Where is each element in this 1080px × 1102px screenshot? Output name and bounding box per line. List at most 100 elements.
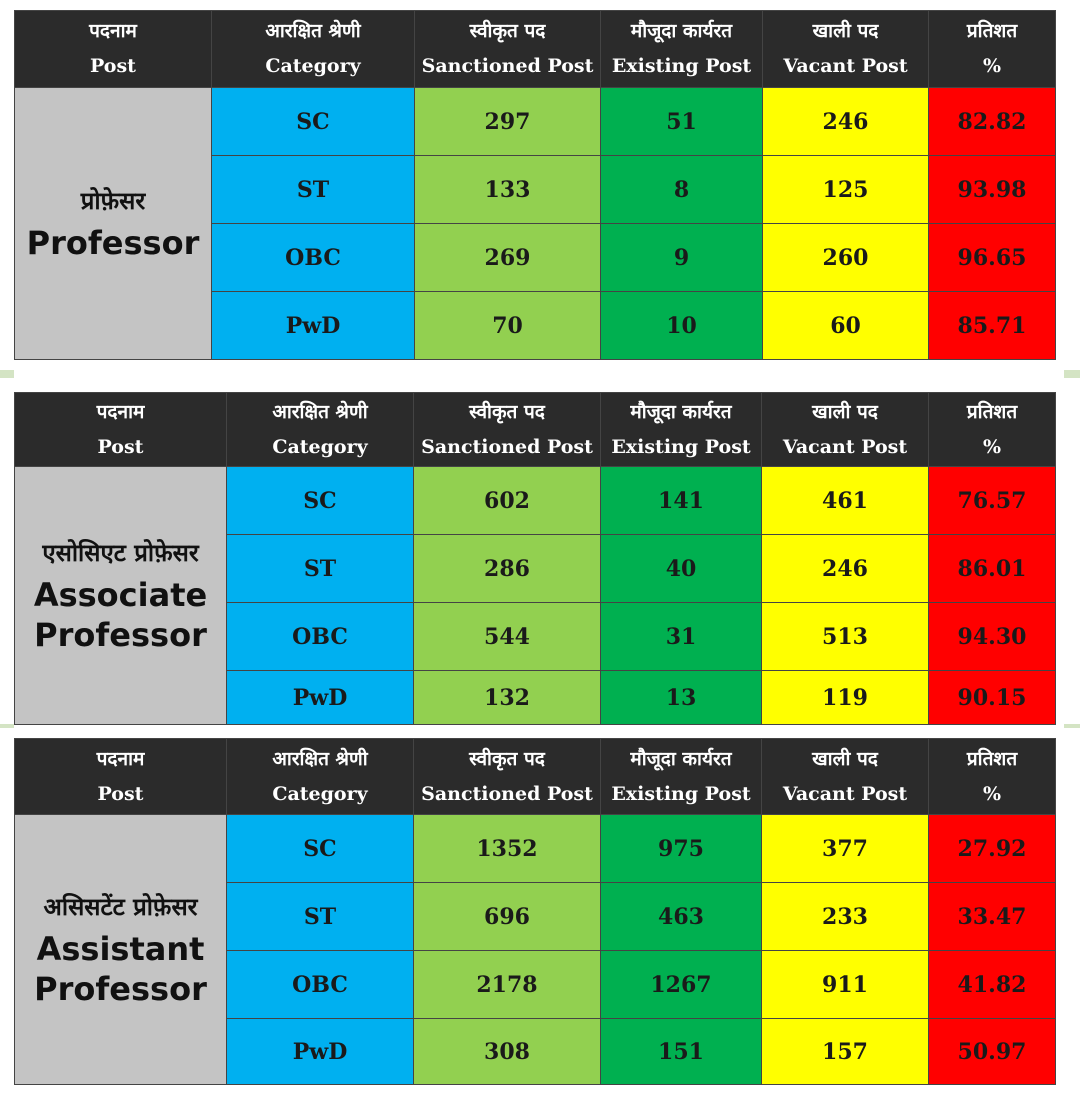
category-cell: OBC [211, 223, 415, 292]
header-percent: प्रतिशत% [928, 738, 1056, 815]
assistant-professor-panel: पदनाम Post आरक्षित श्रेणी Category स्वीकृत… [0, 728, 1080, 1102]
existing-cell: 9 [600, 223, 763, 292]
header-post: पदनाम Post [14, 10, 212, 88]
existing-cell: 141 [600, 466, 762, 535]
existing-cell: 463 [600, 882, 762, 951]
category-cell: PwD [211, 291, 415, 360]
vacant-cell: 911 [761, 950, 929, 1019]
percent-cell: 94.30 [928, 602, 1056, 671]
header-vacant: खाली पद Vacant Post [762, 10, 929, 88]
sanctioned-cell: 2178 [413, 950, 601, 1019]
header-percent: प्रतिशत% [928, 392, 1056, 467]
percent-cell: 50.97 [928, 1018, 1056, 1085]
professor-panel: पदनाम Post आरक्षित श्रेणी Category स्वीकृत… [0, 0, 1080, 360]
sanctioned-cell: 297 [414, 87, 601, 156]
post-name-english: Assistant Professor [34, 930, 207, 1008]
header-vacant: खाली पद Vacant Post [761, 738, 929, 815]
percent-cell: 96.65 [928, 223, 1056, 292]
sanctioned-cell: 132 [413, 670, 601, 725]
table-row: PwD 308 151 157 50.97 [15, 1018, 1056, 1085]
category-cell: SC [211, 87, 415, 156]
header-sanctioned: स्वीकृत पद Sanctioned Post [414, 10, 601, 88]
category-cell: ST [211, 155, 415, 224]
header-post: पदनाम Post [14, 738, 227, 815]
header-category: आरक्षित श्रेणी Category [211, 10, 415, 88]
professor-table: पदनाम Post आरक्षित श्रेणी Category स्वीकृत… [14, 10, 1056, 360]
header-sanctioned: स्वीकृत पद Sanctioned Post [413, 392, 601, 467]
sanctioned-cell: 696 [413, 882, 601, 951]
sanctioned-cell: 269 [414, 223, 601, 292]
existing-cell: 10 [600, 291, 763, 360]
table-row: ST 133 8 125 93.98 [15, 155, 1056, 224]
associate-professor-table: पदनाम Post आरक्षित श्रेणी Category स्वीकृत… [14, 392, 1056, 725]
existing-cell: 40 [600, 534, 762, 603]
percent-cell: 90.15 [928, 670, 1056, 725]
percent-cell: 27.92 [928, 814, 1056, 883]
vacant-cell: 246 [762, 87, 929, 156]
vacant-cell: 233 [761, 882, 929, 951]
category-cell: PwD [226, 1018, 414, 1085]
header-existing: मौजूदा कार्यरत Existing Post [600, 10, 763, 88]
post-name-hindi: प्रोफ़ेसर [80, 186, 146, 215]
post-name-cell: एसोसिएट प्रोफ़ेसर Associate Professor [14, 466, 227, 725]
header-percent: प्रतिशत% [928, 10, 1056, 88]
table-row: असिसटेंट प्रोफ़ेसर Assistant Professor S… [14, 814, 1056, 1085]
vacant-cell: 260 [762, 223, 929, 292]
category-cell: SC [226, 814, 414, 883]
vacant-cell: 377 [761, 814, 929, 883]
post-name-hindi: एसोसिएट प्रोफ़ेसर [42, 538, 199, 567]
existing-cell: 13 [600, 670, 762, 725]
assistant-professor-table: पदनाम Post आरक्षित श्रेणी Category स्वीकृत… [14, 738, 1056, 1085]
sanctioned-cell: 286 [413, 534, 601, 603]
vacant-cell: 157 [761, 1018, 929, 1085]
category-cell: ST [226, 534, 414, 603]
existing-cell: 975 [600, 814, 762, 883]
table-row: OBC 269 9 260 96.65 [15, 223, 1056, 292]
header-category: आरक्षित श्रेणी Category [226, 392, 414, 467]
percent-cell: 33.47 [928, 882, 1056, 951]
header-category: आरक्षित श्रेणी Category [226, 738, 414, 815]
vacant-cell: 246 [761, 534, 929, 603]
category-cell: ST [226, 882, 414, 951]
header-post: पदनाम Post [14, 392, 227, 467]
table-row: ST 286 40 246 86.01 [15, 534, 1056, 603]
post-name-cell: असिसटेंट प्रोफ़ेसर Assistant Professor [14, 814, 227, 1085]
vacant-cell: 125 [762, 155, 929, 224]
sanctioned-cell: 602 [413, 466, 601, 535]
category-cell: PwD [226, 670, 414, 725]
table-row: PwD 70 10 60 85.71 [15, 291, 1056, 360]
category-cell: SC [226, 466, 414, 535]
percent-cell: 85.71 [928, 291, 1056, 360]
header-existing: मौजूदा कार्यरत Existing Post [600, 738, 762, 815]
header-sanctioned: स्वीकृत पद Sanctioned Post [413, 738, 601, 815]
percent-cell: 93.98 [928, 155, 1056, 224]
percent-cell: 41.82 [928, 950, 1056, 1019]
header-vacant: खाली पद Vacant Post [761, 392, 929, 467]
existing-cell: 151 [600, 1018, 762, 1085]
table-row: एसोसिएट प्रोफ़ेसर Associate Professor SC… [14, 466, 1056, 725]
header-existing: मौजूदा कार्यरत Existing Post [600, 392, 762, 467]
category-cell: OBC [226, 602, 414, 671]
percent-cell: 86.01 [928, 534, 1056, 603]
sanctioned-cell: 133 [414, 155, 601, 224]
post-name-hindi: असिसटेंट प्रोफ़ेसर [43, 892, 198, 921]
table-row: PwD 132 13 119 90.15 [15, 670, 1056, 725]
vacant-cell: 513 [761, 602, 929, 671]
vacant-cell: 119 [761, 670, 929, 725]
existing-cell: 8 [600, 155, 763, 224]
post-name-cell: प्रोफ़ेसर Professor [14, 87, 212, 360]
cropped-caption-strip [0, 358, 1080, 370]
sanctioned-cell: 308 [413, 1018, 601, 1085]
vacant-cell: 60 [762, 291, 929, 360]
sanctioned-cell: 1352 [413, 814, 601, 883]
category-cell: OBC [226, 950, 414, 1019]
existing-cell: 51 [600, 87, 763, 156]
table-row: OBC 544 31 513 94.30 [15, 602, 1056, 671]
table-row: प्रोफ़ेसर Professor SC 297 51 246 82.82 [14, 87, 1056, 360]
post-name-english: Associate Professor [33, 576, 208, 654]
table-row: OBC 2178 1267 911 41.82 [15, 950, 1056, 1019]
vacant-cell: 461 [761, 466, 929, 535]
percent-cell: 82.82 [928, 87, 1056, 156]
post-name-english: Professor [26, 224, 200, 262]
existing-cell: 1267 [600, 950, 762, 1019]
